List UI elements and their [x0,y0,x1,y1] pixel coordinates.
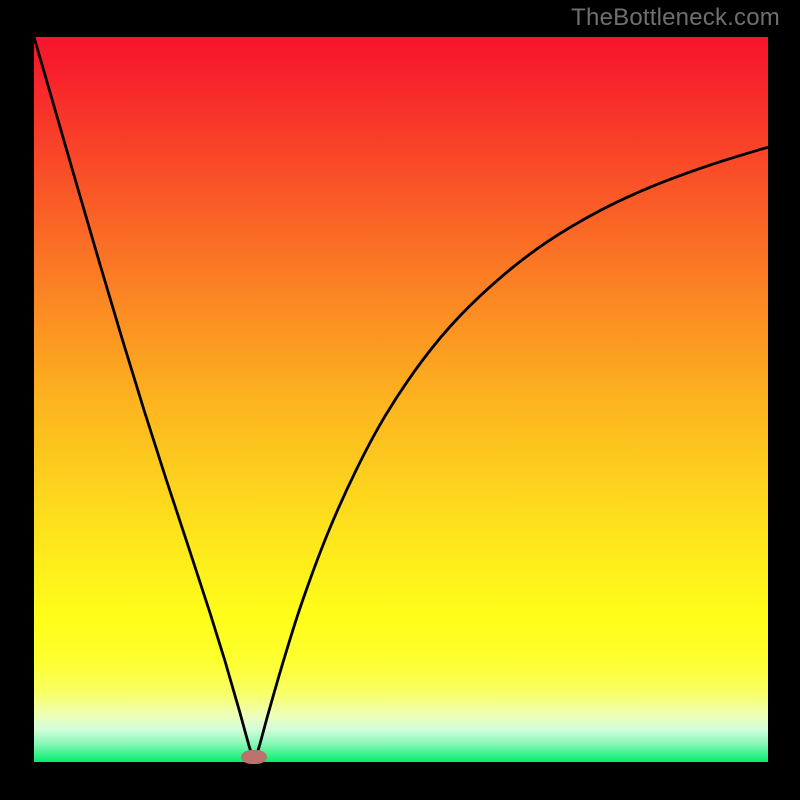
minimum-marker [241,750,267,764]
watermark-label: TheBottleneck.com [571,4,780,32]
chart-stage: TheBottleneck.com [0,0,800,800]
curve-layer [34,37,768,762]
bottleneck-curve [34,37,768,762]
plot-area [34,37,768,762]
